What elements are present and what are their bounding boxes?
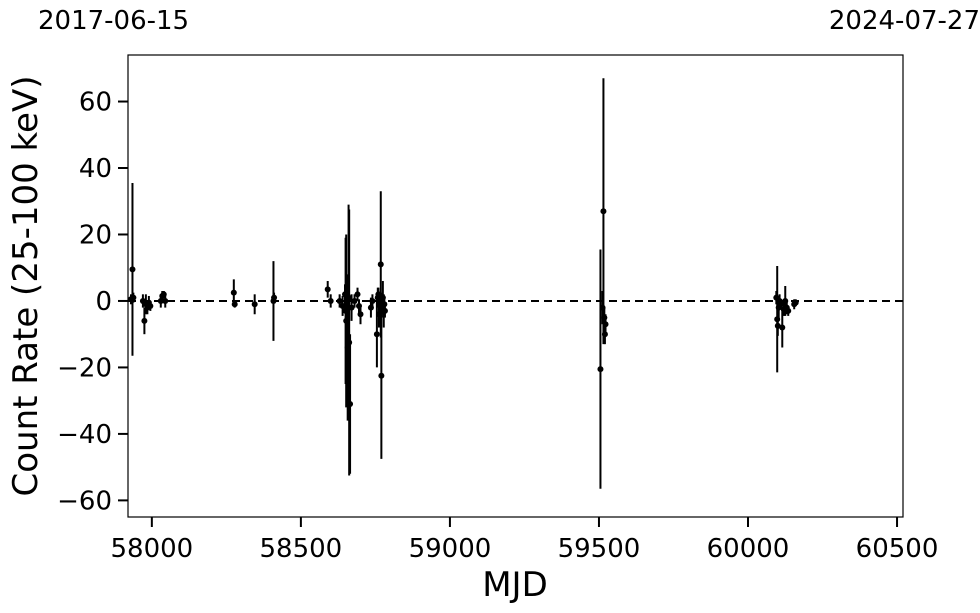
data-point xyxy=(367,304,374,311)
data-point xyxy=(373,331,380,338)
y-tick-label: −40 xyxy=(57,420,112,450)
start-date-label: 2017-06-15 xyxy=(38,6,190,36)
data-point xyxy=(251,301,258,308)
data-point xyxy=(357,311,364,318)
data-point xyxy=(777,301,784,308)
data-point xyxy=(599,304,606,311)
data-point xyxy=(147,302,154,309)
y-tick-label: −60 xyxy=(57,486,112,516)
data-point xyxy=(344,344,351,351)
plot-frame xyxy=(127,54,904,518)
data-point xyxy=(602,321,609,328)
data-point xyxy=(351,297,358,304)
data-point xyxy=(347,400,354,407)
data-point xyxy=(601,314,608,321)
error-bars xyxy=(129,78,797,489)
data-point xyxy=(600,208,607,215)
data-point xyxy=(339,302,346,309)
data-point xyxy=(774,316,781,323)
x-axis-label: MJD xyxy=(482,565,548,605)
x-tick-label: 59500 xyxy=(558,534,641,564)
data-point xyxy=(129,266,136,273)
data-point xyxy=(597,366,604,373)
x-tick-label: 60500 xyxy=(856,534,939,564)
x-tick-label: 58000 xyxy=(110,534,193,564)
data-point xyxy=(231,301,238,308)
data-point xyxy=(379,294,386,301)
data-point xyxy=(130,294,137,301)
data-point xyxy=(378,372,385,379)
x-tick-label: 59000 xyxy=(409,534,492,564)
data-point xyxy=(141,317,148,324)
x-tick-label: 58500 xyxy=(260,534,343,564)
data-point xyxy=(324,286,331,293)
data-point xyxy=(327,297,334,304)
data-point xyxy=(354,291,361,298)
data-point xyxy=(785,307,792,314)
data-point xyxy=(356,302,363,309)
y-tick-label: 40 xyxy=(79,154,112,184)
data-point xyxy=(157,297,164,304)
x-tick-label: 60000 xyxy=(707,534,790,564)
data-points xyxy=(127,208,799,407)
data-point xyxy=(782,297,789,304)
data-point xyxy=(375,291,382,298)
data-point xyxy=(162,297,169,304)
x-axis-ticks: 58000 58500 59000 59500 60000 60500 xyxy=(110,517,938,564)
data-point xyxy=(381,301,388,308)
y-tick-label: −20 xyxy=(57,353,112,383)
data-point xyxy=(601,331,608,338)
y-tick-label: 60 xyxy=(79,88,112,118)
data-point xyxy=(342,307,349,314)
data-point xyxy=(346,339,353,346)
data-point xyxy=(160,291,167,298)
data-point xyxy=(369,297,376,304)
data-point xyxy=(381,307,388,314)
data-point xyxy=(779,324,786,331)
data-point xyxy=(377,261,384,268)
end-date-label: 2024-07-27 xyxy=(828,6,980,36)
data-point xyxy=(336,297,343,304)
y-axis-label: Count Rate (25-100 keV) xyxy=(6,76,46,497)
data-point xyxy=(348,304,355,311)
y-axis-ticks: −60 −40 −20 0 20 40 60 xyxy=(57,88,128,516)
data-point xyxy=(271,294,278,301)
y-tick-label: 20 xyxy=(79,220,112,250)
y-tick-label: 0 xyxy=(95,287,112,317)
data-point xyxy=(343,317,350,324)
data-point xyxy=(375,311,382,318)
data-point xyxy=(792,299,799,306)
data-point xyxy=(345,294,352,301)
data-point xyxy=(230,289,237,296)
